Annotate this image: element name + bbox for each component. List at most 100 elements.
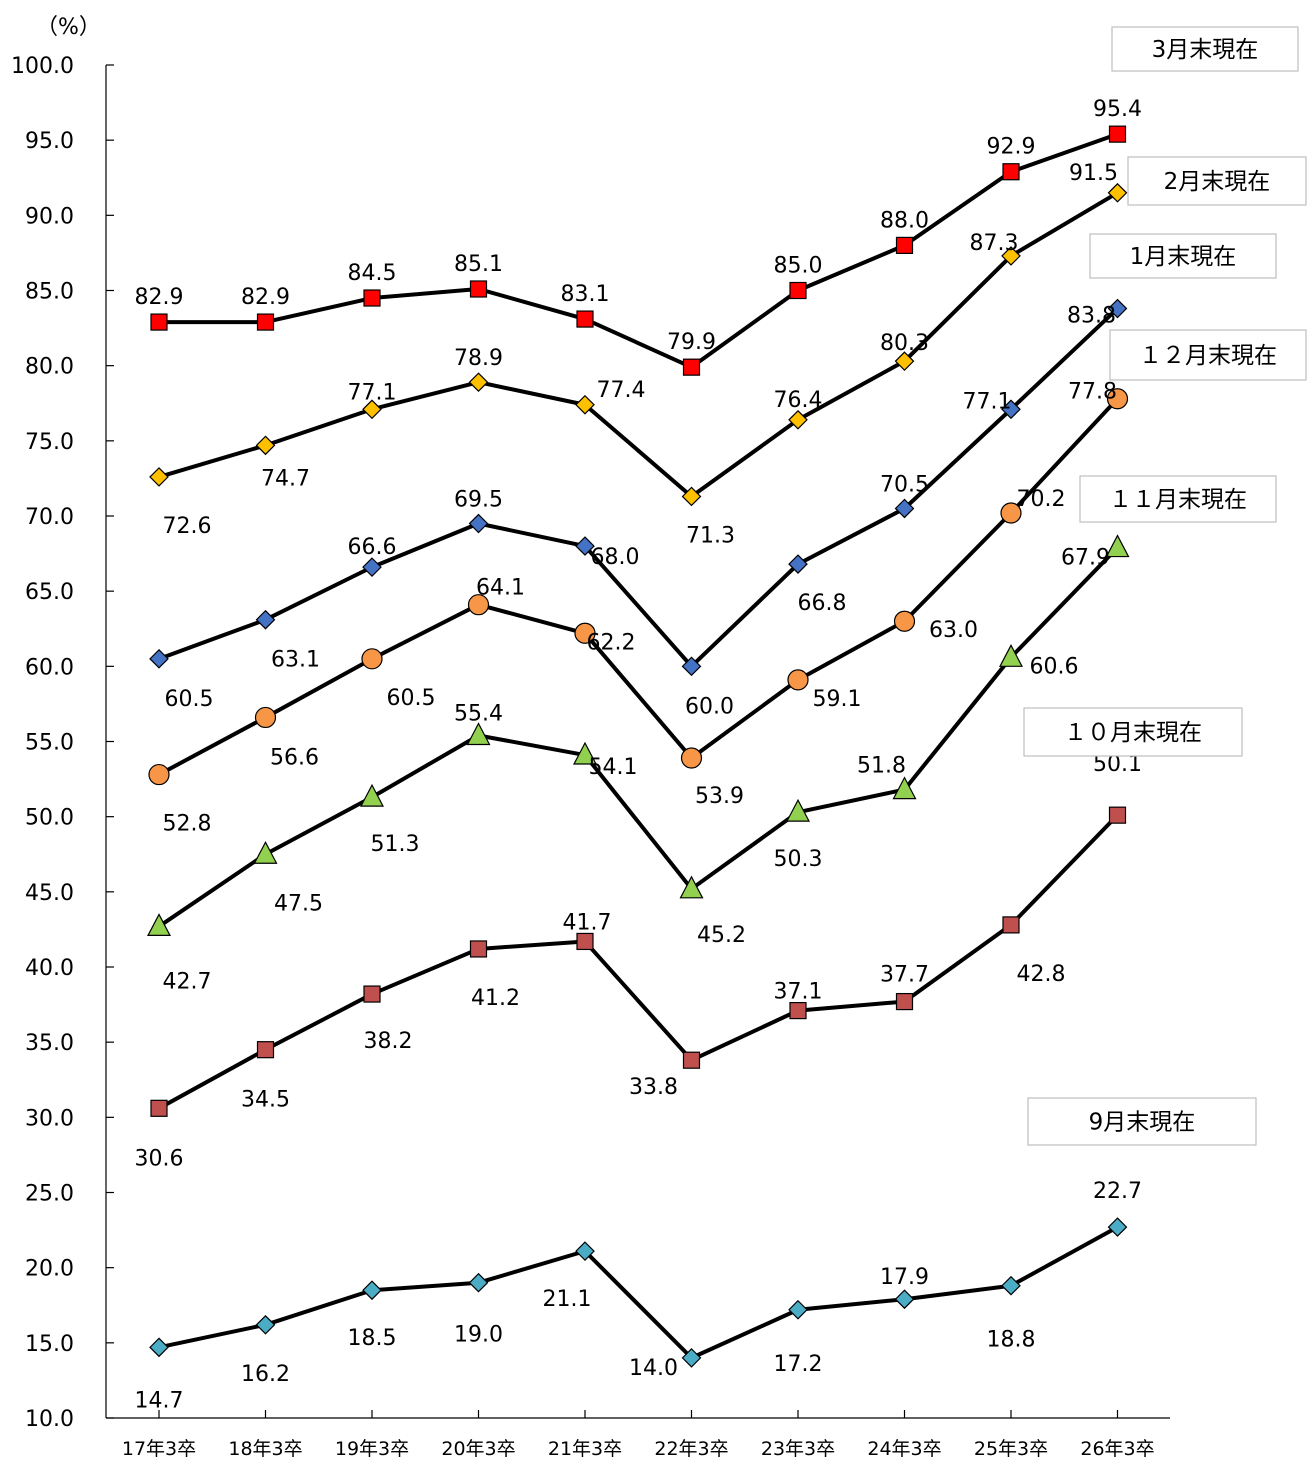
data-label: 51.3 (371, 832, 420, 857)
data-point-diamond (149, 467, 169, 487)
x-tick-label: 26年3卒 (1080, 1438, 1154, 1458)
data-point-diamond (681, 486, 702, 507)
data-label: 70.5 (880, 472, 929, 497)
data-point-square (682, 1051, 701, 1069)
series-line (158, 1225, 1119, 1360)
data-point-triangle (679, 875, 704, 899)
series-line (158, 191, 1119, 499)
data-point-diamond (681, 1348, 702, 1368)
data-point-diamond (1001, 246, 1021, 266)
data-label: 37.1 (774, 980, 823, 1005)
data-point-diamond (575, 1241, 595, 1261)
x-axis-ticks: 17年3卒 18年3卒 19年3卒 20年3卒 21年3卒 22年3卒 23年3卒 24年3卒… (122, 1410, 1155, 1458)
y-tick-label: 45.0 (25, 881, 74, 906)
y-tick-label: 50.0 (25, 806, 74, 831)
data-point-circle (148, 763, 170, 786)
legend-box: 9月末現在 (1027, 1097, 1257, 1146)
data-label: 18.8 (987, 1328, 1036, 1353)
data-point-square (895, 992, 914, 1011)
data-label: 72.6 (163, 514, 212, 539)
data-point-diamond (362, 557, 382, 577)
data-point-circle (893, 610, 916, 632)
y-tick-label: 70.0 (25, 505, 74, 530)
y-tick-label: 85.0 (25, 280, 74, 305)
data-point-diamond (468, 1272, 489, 1293)
data-label: 64.1 (476, 576, 525, 601)
data-point-diamond (1001, 399, 1021, 420)
x-tick-label: 19年3卒 (335, 1438, 409, 1458)
legend-box: 1月末現在 (1089, 233, 1277, 279)
data-point-square (363, 985, 381, 1003)
legend-box-frame (1023, 707, 1243, 757)
legend-box-frame (1079, 475, 1277, 523)
data-point-diamond (575, 536, 595, 556)
data-point-square (1108, 806, 1127, 824)
data-point-square (576, 932, 594, 951)
legend-label: 1月末現在 (1130, 244, 1237, 270)
data-point-diamond (149, 1337, 169, 1358)
data-label: 21.1 (543, 1287, 592, 1312)
data-label: 68.0 (591, 545, 640, 570)
data-point-triangle (360, 783, 384, 807)
data-label: 80.3 (880, 331, 929, 356)
legend-label: 3月末現在 (1152, 37, 1259, 63)
data-point-diamond (575, 394, 595, 415)
data-label: 77.4 (597, 378, 646, 403)
y-tick-label: 30.0 (25, 1106, 74, 1131)
data-label: 41.7 (563, 910, 612, 935)
data-point-triangle (1105, 534, 1130, 558)
y-tick-label: 20.0 (25, 1257, 74, 1282)
data-label: 82.9 (135, 285, 184, 310)
data-point-circle (1000, 502, 1022, 524)
data-point-square (469, 940, 488, 958)
data-point-diamond (468, 513, 489, 534)
data-point-triangle (253, 840, 278, 864)
y-tick-label: 25.0 (25, 1182, 74, 1207)
data-point-square (150, 313, 168, 331)
data-label: 66.8 (798, 591, 847, 616)
data-label: 82.9 (241, 285, 290, 310)
data-label: 33.8 (629, 1075, 678, 1100)
x-tick-label: 18年3卒 (228, 1438, 302, 1458)
series-line (158, 397, 1119, 777)
data-label: 66.6 (348, 535, 397, 560)
data-point-diamond (255, 1314, 276, 1335)
y-tick-label: 95.0 (25, 129, 74, 154)
data-labels: 82.9 82.9 84.5 85.1 83.1 79.9 85.0 88.0 92.9 95.4… (135, 97, 1142, 1413)
x-tick-label: 25年3卒 (974, 1438, 1048, 1458)
y-tick-label: 100.0 (11, 54, 74, 79)
y-axis-unit-label: （%） (36, 15, 101, 40)
y-tick-label: 55.0 (25, 731, 74, 756)
data-point-triangle (999, 644, 1023, 667)
data-label: 83.8 (1067, 304, 1116, 329)
series-line (157, 546, 1119, 929)
data-point-square (1002, 916, 1020, 934)
data-label: 60.6 (1030, 654, 1079, 679)
data-label: 60.5 (165, 687, 214, 712)
data-point-diamond (788, 1299, 808, 1320)
data-point-diamond (1001, 1275, 1021, 1296)
x-tick-label: 20年3卒 (441, 1438, 515, 1458)
series-markers (147, 125, 1130, 1368)
data-point-diamond (894, 351, 915, 372)
data-label: 42.7 (163, 969, 212, 994)
data-label: 42.8 (1017, 962, 1066, 987)
data-point-square (1108, 125, 1127, 143)
data-point-diamond (1107, 298, 1128, 319)
data-point-triangle (786, 798, 810, 822)
data-point-circle (361, 648, 383, 670)
data-label: 85.1 (454, 252, 503, 277)
data-point-diamond (255, 609, 276, 630)
data-label: 54.1 (589, 755, 638, 780)
series-line (159, 132, 1119, 370)
data-label: 67.9 (1061, 546, 1110, 571)
data-label: 14.7 (135, 1388, 184, 1413)
data-label: 76.4 (774, 388, 823, 413)
data-point-square (789, 281, 807, 300)
data-point-diamond (468, 372, 489, 393)
data-label: 70.2 (1017, 487, 1066, 512)
data-label: 47.5 (274, 891, 323, 916)
data-label: 18.5 (348, 1326, 397, 1351)
x-tick-label: 21年3卒 (548, 1438, 622, 1458)
